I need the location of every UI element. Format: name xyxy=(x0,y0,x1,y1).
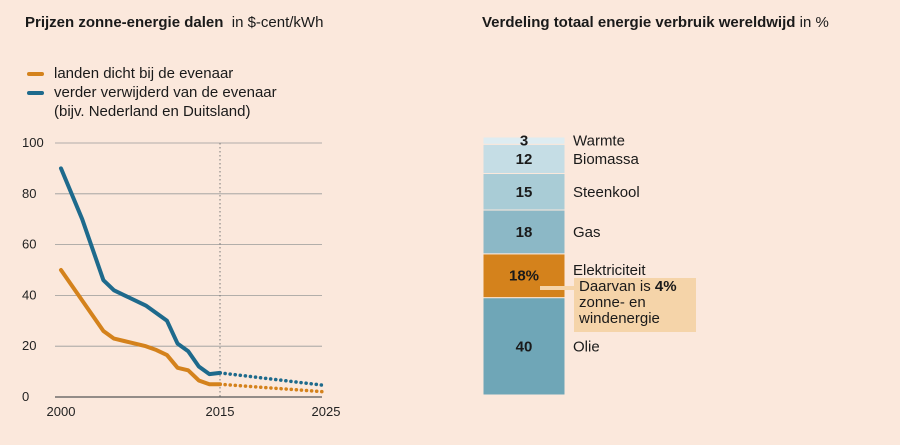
legend-item-orange: landen dicht bij de evenaar xyxy=(27,64,277,83)
bar-segment-elektriciteit xyxy=(482,253,566,299)
right-chart-title: Verdeling totaal energie verbruik wereld… xyxy=(482,14,829,31)
left-chart-title-text: Prijzen zonne-energie dalen xyxy=(25,14,224,31)
x-tick-label: 2025 xyxy=(312,404,341,419)
annotation-line-3: windenergie xyxy=(579,310,660,327)
legend-swatch-blue xyxy=(27,91,44,95)
y-tick-label: 100 xyxy=(22,135,44,150)
y-tick-label: 40 xyxy=(22,287,36,302)
annotation-prefix: Daarvan is xyxy=(579,278,655,295)
legend-item-blue: verder verwijderd van de evenaar xyxy=(27,83,277,102)
bar-value-label: 40 xyxy=(516,338,533,355)
left-chart-unit: in $-cent/kWh xyxy=(231,14,324,31)
electricity-annotation: Daarvan is 4% zonne- en windenergie xyxy=(574,278,696,332)
bar-category-label: Warmte xyxy=(573,133,625,150)
legend-label-orange: landen dicht bij de evenaar xyxy=(54,65,234,82)
bar-value-label: 18% xyxy=(509,268,539,285)
y-tick-label: 60 xyxy=(22,237,36,252)
bar-segment-warmte xyxy=(482,136,566,145)
series-projection-0 xyxy=(218,382,328,394)
legend-label-blue: verder verwijderd van de evenaar xyxy=(54,84,277,101)
y-tick-label: 20 xyxy=(22,338,36,353)
bar-segment-gas xyxy=(482,209,566,255)
line-chart: 0 20 40 60 80 100 2000 2015 2025 xyxy=(22,135,340,419)
bar-segment-biomassa xyxy=(482,143,566,175)
annotation-line-1: Daarvan is 4% xyxy=(579,279,696,295)
bar-value-label: 15 xyxy=(516,184,533,201)
series-line-1 xyxy=(59,166,222,377)
annotation-percentage: 4% xyxy=(654,278,677,295)
x-tick-label: 2000 xyxy=(47,404,76,419)
legend-swatch-orange xyxy=(27,72,44,76)
x-tick-label: 2015 xyxy=(206,404,235,419)
bar-category-label: Gas xyxy=(573,224,601,241)
annotation-line-2: zonne- en xyxy=(579,294,646,311)
right-chart-title-text: Verdeling totaal energie verbruik wereld… xyxy=(482,14,796,31)
series-projection-1 xyxy=(218,371,328,388)
bar-category-label: Elektriciteit xyxy=(573,262,646,279)
line-chart-legend: landen dicht bij de evenaar verder verwi… xyxy=(27,64,277,121)
series-line-0 xyxy=(59,268,222,387)
y-tick-label: 80 xyxy=(22,186,36,201)
bar-category-label: Olie xyxy=(573,338,600,355)
stacked-bar-chart: 40 Olie 18% Elektriciteit 18 Gas 15 Steenkool 12… xyxy=(482,133,646,396)
legend-label-note: (bijv. Nederland en Duitsland) xyxy=(54,103,251,120)
left-chart-title: Prijzen zonne-energie dalen in $-cent/kW… xyxy=(25,14,323,31)
bar-category-label: Biomassa xyxy=(573,151,640,168)
bar-segment-olie xyxy=(482,297,566,396)
bar-value-label: 12 xyxy=(516,151,533,168)
bar-value-label: 3 xyxy=(520,133,528,150)
bar-category-label: Steenkool xyxy=(573,184,640,201)
y-tick-label: 0 xyxy=(22,389,29,404)
bar-value-label: 18 xyxy=(516,224,533,241)
right-chart-unit: in % xyxy=(799,14,829,31)
legend-item-note: (bijv. Nederland en Duitsland) xyxy=(27,102,277,121)
bar-segment-steenkool xyxy=(482,173,566,211)
